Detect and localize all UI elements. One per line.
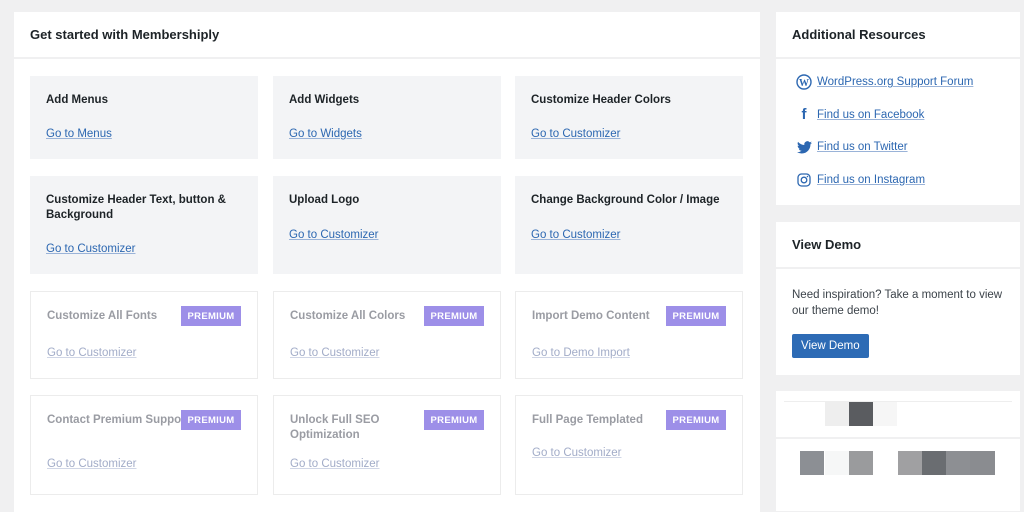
card-link[interactable]: Go to Customizer xyxy=(531,128,621,140)
view-demo-title: View Demo xyxy=(776,222,1020,269)
blurred-block xyxy=(970,451,995,475)
resources-panel: Additional Resources W WordPress.org Supp… xyxy=(776,12,1020,205)
task-card: Customize All Fonts PREMIUM Go to Customiz… xyxy=(30,291,258,379)
premium-badge: PREMIUM xyxy=(666,306,726,326)
blurred-block xyxy=(800,451,824,475)
view-demo-panel: View Demo Need inspiration? Take a momen… xyxy=(776,222,1020,375)
blurred-block xyxy=(849,402,873,426)
blurred-block xyxy=(825,402,849,426)
card-title: Customize Header Text, button & Backgrou… xyxy=(46,194,226,221)
twitter-link[interactable]: Find us on Twitter xyxy=(817,141,908,154)
card-title: Add Menus xyxy=(46,94,108,106)
blurred-block xyxy=(825,451,849,475)
task-card: Customize Header Text, button & Backgrou… xyxy=(30,176,258,274)
card-link[interactable]: Go to Customizer xyxy=(47,458,137,470)
card-title: Customize All Fonts xyxy=(47,310,158,322)
premium-badge: PREMIUM xyxy=(181,410,241,430)
twitter-icon xyxy=(792,140,816,154)
task-card: Customize All Colors PREMIUM Go to Customi… xyxy=(273,291,501,379)
card-link[interactable]: Go to Demo Import xyxy=(532,347,630,359)
resource-instagram[interactable]: Find us on Instagram xyxy=(792,164,1004,197)
card-title: Change Background Color / Image xyxy=(531,194,720,206)
card-link[interactable]: Go to Widgets xyxy=(289,128,362,140)
card-title: Add Widgets xyxy=(289,94,360,106)
resources-title: Additional Resources xyxy=(776,12,1020,59)
card-title: Unlock Full SEO Optimization xyxy=(290,414,380,441)
task-card: Add Menus Go to Menus xyxy=(30,76,258,159)
view-demo-button[interactable]: View Demo xyxy=(792,334,869,358)
instagram-icon xyxy=(792,173,816,187)
blurred-block xyxy=(873,402,897,426)
task-card: Import Demo Content PREMIUM Go to Demo Imp… xyxy=(515,291,743,379)
premium-badge: PREMIUM xyxy=(424,306,484,326)
task-card: Add Widgets Go to Widgets xyxy=(273,76,501,159)
premium-badge: PREMIUM xyxy=(666,410,726,430)
task-card: Unlock Full SEO Optimization PREMIUM Go to… xyxy=(273,395,501,495)
premium-badge: PREMIUM xyxy=(424,410,484,430)
card-link[interactable]: Go to Menus xyxy=(46,128,112,140)
card-link[interactable]: Go to Customizer xyxy=(290,347,380,359)
instagram-link[interactable]: Find us on Instagram xyxy=(817,173,926,186)
blurred-block xyxy=(922,451,946,475)
card-title: Customize Header Colors xyxy=(531,94,671,106)
card-title: Import Demo Content xyxy=(532,310,650,322)
card-link[interactable]: Go to Customizer xyxy=(47,347,137,359)
card-link[interactable]: Go to Customizer xyxy=(290,458,380,470)
card-link[interactable]: Go to Customizer xyxy=(46,243,136,255)
card-link[interactable]: Go to Customizer xyxy=(532,447,622,459)
card-title: Customize All Colors xyxy=(290,310,406,322)
premium-badge: PREMIUM xyxy=(181,306,241,326)
wordpress-forum-link[interactable]: WordPress.org Support Forum xyxy=(817,76,974,89)
blurred-block xyxy=(898,451,922,475)
task-card: Full Page Templated PREMIUM Go to Customiz… xyxy=(515,395,743,495)
blurred-block xyxy=(849,451,873,475)
blurred-panel xyxy=(776,391,1020,511)
get-started-panel: Get started with Membershiply Add Menus G… xyxy=(14,12,760,512)
resource-twitter[interactable]: Find us on Twitter xyxy=(792,131,1004,164)
task-card: Contact Premium Support PREMIUM Go to Cust… xyxy=(30,395,258,495)
task-card: Change Background Color / Image Go to Cus… xyxy=(515,176,743,274)
card-link[interactable]: Go to Customizer xyxy=(531,229,621,241)
card-title: Full Page Templated xyxy=(532,414,643,426)
resource-wordpress[interactable]: W WordPress.org Support Forum xyxy=(792,66,1004,99)
wordpress-icon: W xyxy=(792,74,816,90)
svg-text:W: W xyxy=(799,78,809,89)
task-card: Customize Header Colors Go to Customizer xyxy=(515,76,743,159)
task-card: Upload Logo Go to Customizer xyxy=(273,176,501,274)
facebook-link[interactable]: Find us on Facebook xyxy=(817,108,925,121)
blurred-block xyxy=(946,451,970,475)
panel-title: Get started with Membershiply xyxy=(14,12,760,59)
demo-text: Need inspiration? Take a moment to view … xyxy=(792,289,1003,317)
resource-facebook[interactable]: f Find us on Facebook xyxy=(792,99,1004,132)
card-link[interactable]: Go to Customizer xyxy=(289,229,379,241)
card-title: Contact Premium Support xyxy=(47,414,190,426)
facebook-icon: f xyxy=(801,106,807,124)
card-title: Upload Logo xyxy=(289,194,360,206)
